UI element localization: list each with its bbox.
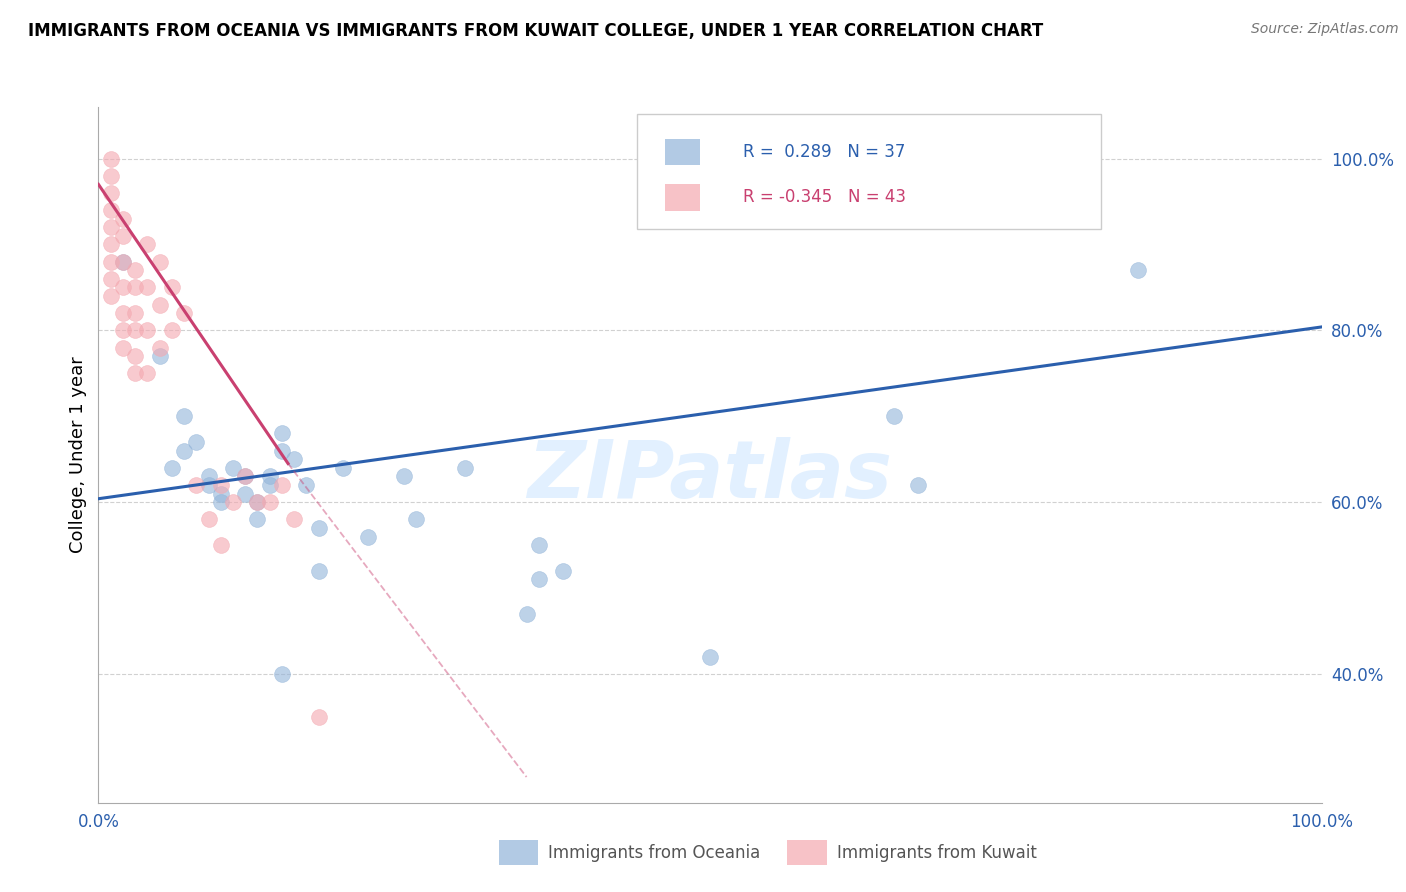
Point [149, 349, 172, 363]
Point [186, 478, 208, 492]
Point [111, 228, 134, 243]
Point [100, 152, 122, 166]
Point [124, 323, 146, 337]
Y-axis label: College, Under 1 year: College, Under 1 year [69, 357, 87, 553]
Point [186, 435, 208, 450]
Text: Immigrants from Kuwait: Immigrants from Kuwait [837, 844, 1036, 862]
Point [246, 512, 269, 526]
Point [111, 254, 134, 268]
Point [124, 306, 146, 320]
Point [100, 186, 122, 200]
Point [209, 478, 232, 492]
Point [270, 667, 294, 681]
Point [111, 280, 134, 294]
Point [233, 486, 256, 500]
Point [111, 254, 134, 268]
Point [124, 263, 146, 277]
Point [515, 607, 537, 621]
Point [883, 409, 905, 424]
Point [111, 323, 134, 337]
Point [100, 272, 122, 286]
Point [259, 469, 281, 483]
Point [136, 367, 159, 381]
Point [160, 323, 183, 337]
Point [356, 529, 378, 543]
Point [100, 203, 122, 218]
Point [136, 323, 159, 337]
Point [246, 495, 269, 509]
FancyBboxPatch shape [665, 185, 700, 211]
Text: ZIPatlas: ZIPatlas [527, 437, 893, 515]
Point [136, 237, 159, 252]
Point [173, 306, 195, 320]
Point [209, 538, 232, 552]
Text: Immigrants from Oceania: Immigrants from Oceania [548, 844, 761, 862]
Point [160, 460, 183, 475]
Point [100, 237, 122, 252]
Point [197, 478, 219, 492]
Point [100, 289, 122, 303]
Point [283, 452, 305, 467]
Point [270, 478, 294, 492]
Point [111, 306, 134, 320]
Point [308, 710, 330, 724]
Point [209, 486, 232, 500]
Point [527, 573, 550, 587]
Point [233, 469, 256, 483]
Point [553, 564, 575, 578]
Point [308, 564, 330, 578]
Point [283, 512, 305, 526]
Point [173, 443, 195, 458]
Text: IMMIGRANTS FROM OCEANIA VS IMMIGRANTS FROM KUWAIT COLLEGE, UNDER 1 YEAR CORRELAT: IMMIGRANTS FROM OCEANIA VS IMMIGRANTS FR… [28, 22, 1043, 40]
Point [699, 649, 721, 664]
Point [332, 460, 354, 475]
Point [160, 280, 183, 294]
Point [270, 426, 294, 441]
Point [136, 280, 159, 294]
Point [222, 460, 245, 475]
Point [222, 495, 245, 509]
Point [100, 220, 122, 235]
Point [100, 169, 122, 183]
Text: R =  0.289   N = 37: R = 0.289 N = 37 [742, 144, 905, 161]
FancyBboxPatch shape [665, 139, 700, 166]
Text: Source: ZipAtlas.com: Source: ZipAtlas.com [1251, 22, 1399, 37]
Point [295, 478, 318, 492]
Point [149, 341, 172, 355]
FancyBboxPatch shape [637, 114, 1101, 229]
Point [1128, 263, 1150, 277]
Point [527, 538, 550, 552]
Point [111, 211, 134, 226]
Point [308, 521, 330, 535]
Point [124, 280, 146, 294]
Point [173, 409, 195, 424]
Point [100, 254, 122, 268]
Point [392, 469, 416, 483]
Point [111, 341, 134, 355]
Point [124, 349, 146, 363]
Point [259, 478, 281, 492]
Point [149, 254, 172, 268]
Point [405, 512, 427, 526]
Point [197, 469, 219, 483]
Point [124, 367, 146, 381]
Point [259, 495, 281, 509]
Point [454, 460, 477, 475]
Point [233, 469, 256, 483]
Point [197, 512, 219, 526]
Point [149, 297, 172, 311]
Point [209, 495, 232, 509]
Point [907, 478, 929, 492]
Point [246, 495, 269, 509]
Point [270, 443, 294, 458]
Text: R = -0.345   N = 43: R = -0.345 N = 43 [742, 188, 905, 206]
